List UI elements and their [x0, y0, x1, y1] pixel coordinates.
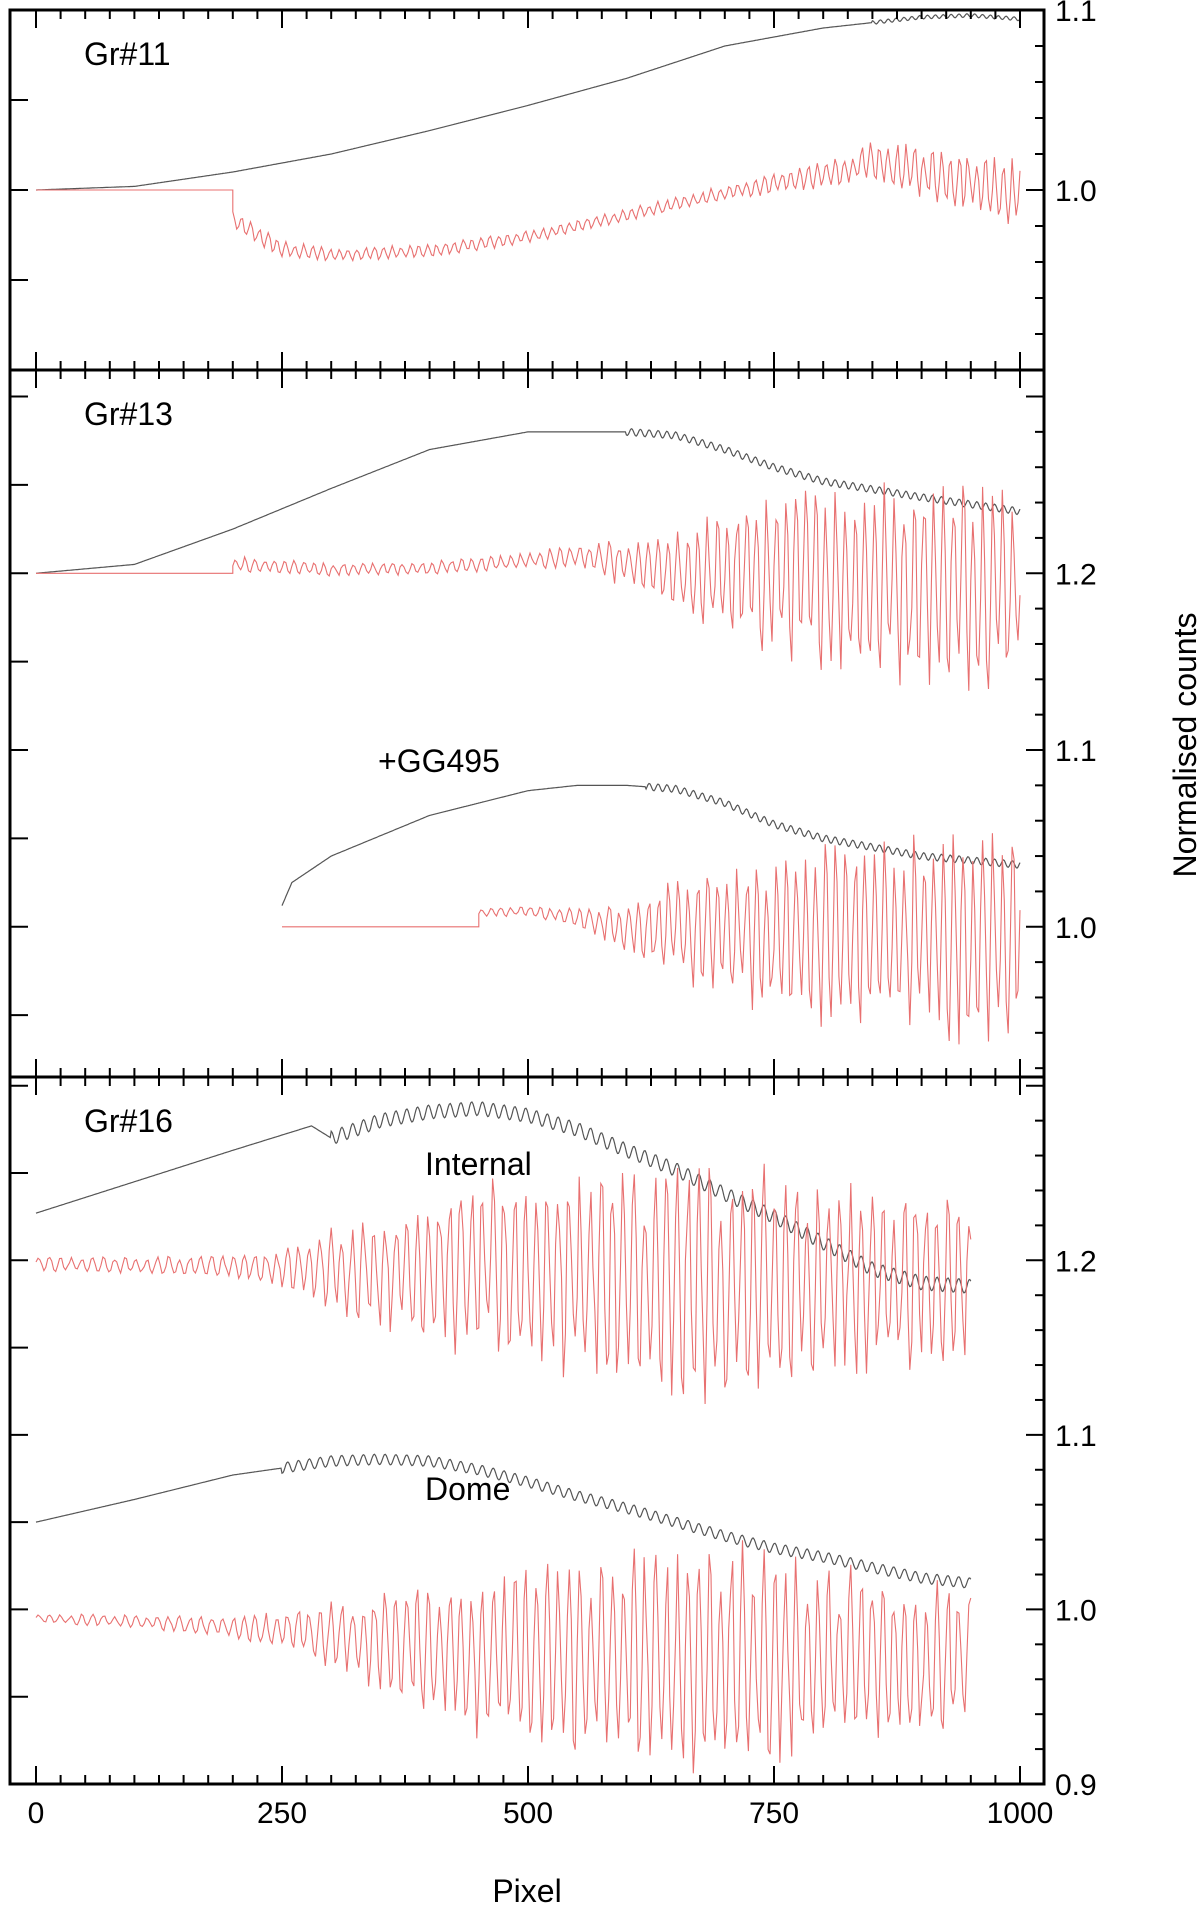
panel-label: Gr#13: [84, 396, 173, 432]
y-axis-label: Normalised counts: [1167, 613, 1200, 878]
flat-field-line: [35, 427, 1021, 574]
panel-label: Gr#11: [84, 36, 171, 72]
ratio-line: [36, 482, 1021, 691]
series-group-label: Dome: [425, 1471, 510, 1507]
x-tick-label: 500: [503, 1797, 553, 1830]
x-tick-label: 750: [749, 1797, 799, 1830]
axis-ticks: [10, 10, 1044, 1784]
y-tick-label: 1.1: [1055, 735, 1097, 768]
flat-field-line: [36, 13, 1021, 191]
ratio-line: [35, 1163, 972, 1405]
y-tick-label: 1.2: [1055, 1245, 1097, 1278]
ratio-line: [36, 142, 1021, 263]
y-tick-label: 0.9: [1055, 1769, 1097, 1802]
y-tick-label: 1.1: [1055, 0, 1097, 28]
flat-field-line: [281, 782, 1021, 906]
ratio-line: [35, 1540, 972, 1774]
series-group-label: Internal: [425, 1146, 532, 1182]
flat-field-line: [35, 1453, 972, 1589]
flat-field-line: [35, 1101, 972, 1294]
panel-label: Gr#16: [84, 1103, 173, 1139]
y-tick-label: 1.2: [1055, 558, 1097, 591]
ratio-line: [282, 833, 1021, 1045]
x-tick-label: 250: [257, 1797, 307, 1830]
series-group-label: +GG495: [378, 743, 500, 779]
chart-series: [35, 13, 1021, 1774]
y-tick-label: 1.0: [1055, 912, 1097, 945]
plot-frame-gr16: [8, 1075, 1046, 1786]
plot-frames: [8, 8, 1046, 1786]
plot-frame-gr13: [8, 368, 1046, 1079]
x-tick-label: 1000: [987, 1797, 1054, 1830]
y-tick-label: 1.0: [1055, 175, 1097, 208]
y-tick-label: 1.0: [1055, 1594, 1097, 1627]
chart-labels: 1.0 1.1 Gr#11 1.0 1.1 1.2 Gr#13 +GG495 0.9 1.0 1.1…: [28, 0, 1097, 1830]
x-axis-label: Pixel: [492, 1873, 561, 1909]
x-tick-label: 0: [28, 1797, 45, 1830]
y-tick-label: 1.1: [1055, 1420, 1097, 1453]
